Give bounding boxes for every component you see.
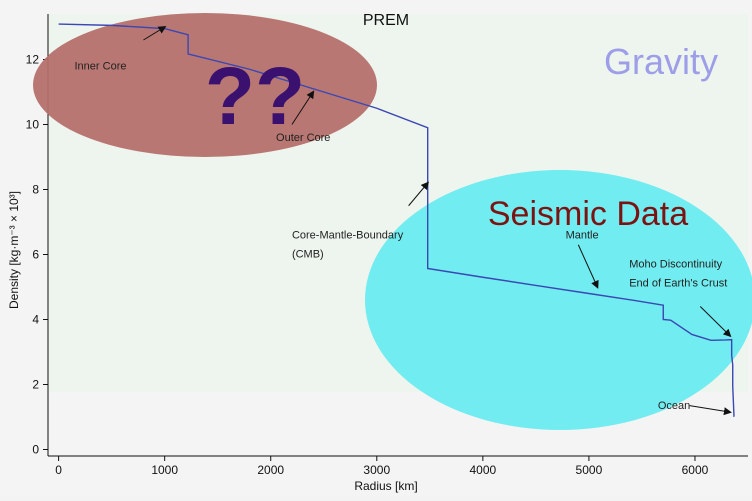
y-tick-label: 6 — [32, 248, 39, 262]
mantle-label: Mantle — [566, 229, 599, 241]
outer-core-arrow — [291, 90, 315, 125]
x-tick-label: 0 — [55, 463, 62, 477]
cmb-arrow — [408, 181, 429, 207]
x-tick-label: 3000 — [363, 463, 390, 477]
y-tick-label: 0 — [32, 443, 39, 457]
x-tick-label: 1000 — [151, 463, 178, 477]
moho-arrow — [699, 306, 732, 338]
mantle-arrow — [577, 244, 599, 289]
seismic-label: Seismic Data — [488, 195, 688, 233]
y-tick-label: 12 — [26, 53, 40, 67]
x-tick-label: 4000 — [469, 463, 496, 477]
cmb-label-line2: (CMB) — [292, 248, 324, 260]
outer-core-label: Outer Core — [276, 132, 330, 144]
y-tick-label: 10 — [26, 118, 40, 132]
y-axis-label: Density [kg·m⁻³ × 10³] — [7, 191, 21, 309]
gravity-ellipse — [33, 13, 377, 157]
y-tick-label: 4 — [32, 313, 39, 327]
x-tick-label: 2000 — [257, 463, 284, 477]
ocean-label: Ocean — [658, 400, 690, 412]
moho-label-line2: End of Earth's Crust — [629, 278, 727, 290]
ocean-arrow — [689, 405, 732, 416]
x-tick-label: 5000 — [576, 463, 603, 477]
x-axis-label: Radius [km] — [354, 479, 417, 493]
question-mark-label: ?? — [205, 51, 305, 142]
inner-core-label: Inner Core — [75, 60, 127, 72]
cmb-label: Core-Mantle-Boundary — [292, 229, 404, 241]
inner-core-arrow — [143, 25, 167, 41]
seismic-ellipse — [365, 170, 752, 430]
density-series-line — [58, 23, 735, 418]
x-tick-label: 6000 — [682, 463, 709, 477]
y-tick-label: 2 — [32, 378, 39, 392]
moho-label: Moho Discontinuity — [629, 259, 722, 271]
y-tick-label: 8 — [32, 183, 39, 197]
chart-title: PREM — [363, 12, 409, 29]
gravity-label: Gravity — [604, 41, 718, 82]
